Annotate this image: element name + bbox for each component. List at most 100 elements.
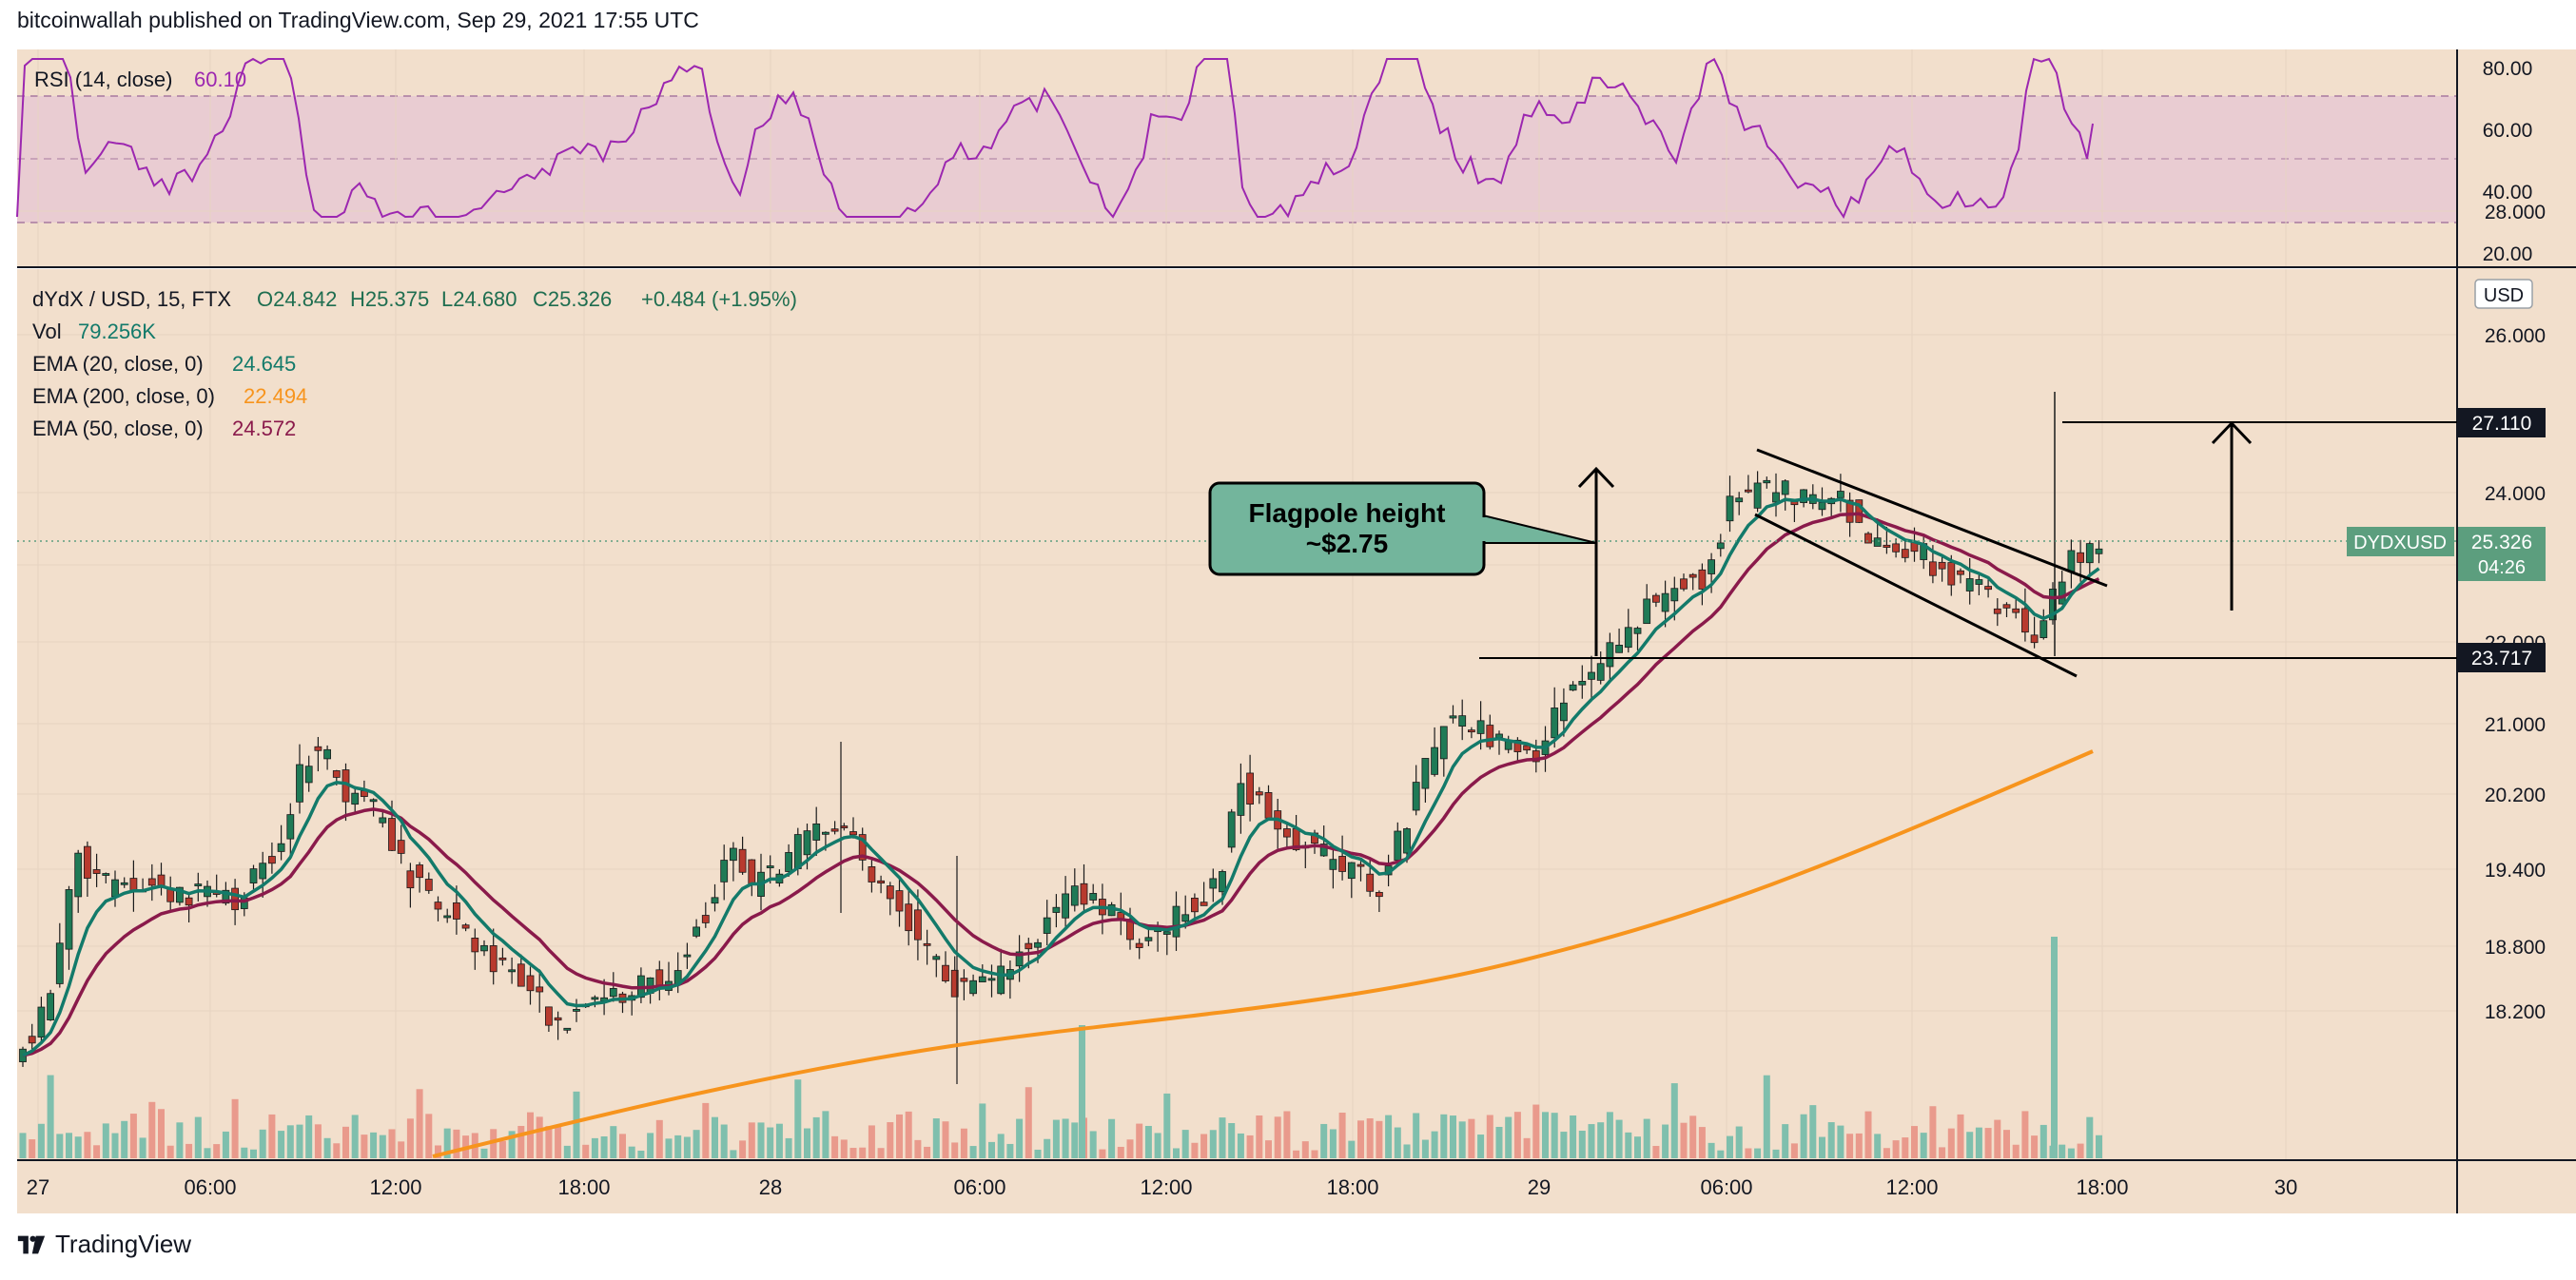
candle-body: [175, 886, 184, 903]
volume-bar: [1680, 1122, 1688, 1158]
candle-body: [277, 843, 285, 852]
volume-bar: [693, 1130, 700, 1158]
level-tag-top: 27.110: [2458, 408, 2546, 437]
volume-bar: [573, 1091, 580, 1158]
volume-bar: [2003, 1130, 2010, 1158]
tradingview-brand[interactable]: TradingView: [17, 1230, 191, 1259]
candle-body: [1191, 898, 1199, 913]
volume-bar: [2059, 1144, 2066, 1158]
volume-bar: [1209, 1130, 1217, 1158]
candle-body: [434, 902, 442, 910]
ema20-legend-name[interactable]: EMA (20, close, 0): [32, 352, 204, 376]
price-axis-bg[interactable]: [2457, 49, 2576, 1160]
candle-body: [738, 848, 747, 873]
flag-channel-upper: [1756, 448, 2108, 588]
volume-bar: [1311, 1150, 1318, 1158]
candle-body: [1633, 628, 1642, 634]
candle-body: [120, 882, 128, 885]
volume-bar: [286, 1125, 294, 1158]
volume-bar: [1911, 1126, 1918, 1158]
candle-body: [683, 954, 692, 958]
candle-body: [102, 873, 110, 876]
volume-bar: [739, 1140, 747, 1158]
candle-body: [1818, 502, 1826, 511]
volume-bar: [1588, 1124, 1595, 1158]
candle-body: [1412, 782, 1420, 811]
candle-body: [1162, 931, 1171, 935]
volume-bar: [1413, 1113, 1420, 1158]
ema200-legend-name[interactable]: EMA (200, close, 0): [32, 384, 215, 408]
volume-bar: [840, 1139, 848, 1158]
volume-bar: [323, 1137, 331, 1158]
candle-body: [1439, 726, 1448, 760]
candle-body: [1338, 856, 1346, 872]
candle-body: [1319, 844, 1328, 857]
volume-bar: [1994, 1119, 2001, 1158]
volume-bar: [988, 1141, 995, 1158]
volume-bars: [19, 937, 2102, 1158]
candle-body: [886, 885, 894, 900]
candle-body: [65, 889, 73, 950]
volume-bar: [490, 1129, 498, 1158]
ema50-line: [22, 512, 2100, 1057]
candle-body: [259, 863, 267, 880]
candle-body: [1661, 592, 1669, 612]
currency-tag[interactable]: USD: [2474, 279, 2533, 309]
candle-body: [1356, 863, 1365, 867]
volume-bar: [74, 1136, 82, 1158]
time-axis-bg[interactable]: [17, 1160, 2576, 1213]
volume-bar: [748, 1122, 755, 1158]
volume-bar: [2086, 1116, 2094, 1158]
candle-body: [2020, 608, 2029, 633]
candle-body: [304, 766, 313, 784]
candle-body: [1015, 951, 1024, 967]
vol-legend-name[interactable]: Vol: [32, 320, 62, 343]
candle-body: [1135, 942, 1143, 948]
candle-body: [1763, 479, 1771, 484]
candle-body: [1984, 586, 1993, 591]
candle-body: [785, 852, 792, 872]
volume-bar: [185, 1143, 193, 1158]
candle-body: [185, 897, 193, 906]
volume-bar: [333, 1143, 341, 1158]
volume-bar: [453, 1129, 460, 1158]
candle-body: [1735, 497, 1744, 503]
volume-bar: [29, 1139, 36, 1158]
symbol-line[interactable]: dYdX / USD, 15, FTX: [32, 287, 231, 311]
volume-bar: [600, 1135, 608, 1158]
volume-bar: [1034, 1149, 1042, 1158]
volume-bar: [1708, 1142, 1715, 1158]
volume-bar: [1578, 1131, 1586, 1158]
currency-label: USD: [2484, 285, 2524, 306]
candle-body: [997, 965, 1005, 995]
candle-body: [1329, 859, 1337, 870]
volume-bar: [176, 1122, 184, 1158]
volume-bar: [1376, 1120, 1383, 1158]
publisher-caption: bitcoinwallah published on TradingView.c…: [17, 8, 699, 32]
candle-body: [2085, 543, 2094, 564]
volume-bar: [296, 1124, 303, 1158]
volume-bar: [121, 1120, 128, 1158]
candle-body: [1070, 885, 1079, 906]
candle-body: [1938, 561, 1946, 570]
rsi-legend-name[interactable]: RSI (14, close): [34, 68, 173, 91]
volume-bar: [1181, 1130, 1189, 1158]
volume-bar: [443, 1128, 451, 1158]
time-tick-label: 06:00: [184, 1175, 236, 1199]
volume-bar: [655, 1119, 663, 1158]
candle-body: [1569, 684, 1577, 691]
volume-bar: [56, 1134, 64, 1158]
candle-body: [693, 926, 700, 937]
time-tick-label: 18:00: [557, 1175, 610, 1199]
volume-bar: [66, 1133, 72, 1158]
candle-body: [406, 870, 415, 889]
time-tick-label: 29: [1528, 1175, 1551, 1199]
candle-body: [267, 856, 276, 864]
price-tick-label: 18.800: [2485, 937, 2546, 959]
flagpole-callout[interactable]: Flagpole height ~$2.75: [1208, 481, 1597, 576]
ema50-legend-name[interactable]: EMA (50, close, 0): [32, 417, 204, 440]
volume-bar: [1173, 1148, 1180, 1158]
volume-bar: [1256, 1115, 1263, 1158]
volume-bar: [1615, 1119, 1623, 1158]
